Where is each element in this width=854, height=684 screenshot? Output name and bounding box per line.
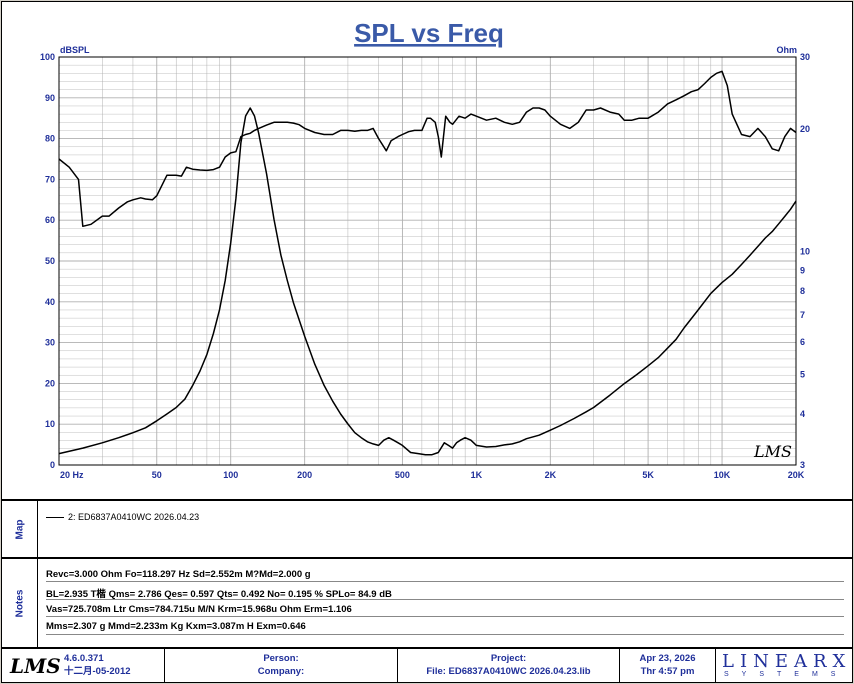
divider (2, 557, 852, 559)
linearx-sub: SYSTEMS (724, 671, 849, 678)
footer-version-cell: LMS 4.6.0.371 十二月-05-2012 (2, 649, 165, 682)
legend: 2: ED6837A0410WC 2026.04.23 (46, 512, 199, 522)
right-axis-tick-label: 30 (800, 52, 810, 62)
grid (59, 57, 796, 465)
note-line: Revc=3.000 Ohm Fo=118.297 Hz Sd=2.552m M… (46, 569, 311, 580)
note-rule (46, 599, 844, 600)
note-rule (46, 634, 844, 635)
left-axis-tick-label: 0 (50, 460, 55, 470)
right-axis-tick-label: 10 (800, 247, 810, 257)
x-axis-tick-label: 100 (223, 470, 238, 480)
note-rule (46, 616, 844, 617)
person-label: Person: (263, 653, 299, 664)
x-axis-tick-label: 20K (788, 470, 805, 480)
axis-ticks: 0 10 20 30 40 50 60 70 80 90 100 3 4 5 6 7 8 9 10 20 30 20 Hz… (40, 52, 810, 480)
legend-swatch (46, 516, 64, 518)
right-axis-tick-label: 6 (800, 337, 805, 347)
impedance-curve (58, 107, 797, 456)
note-rule (46, 581, 844, 582)
left-axis-tick-label: 60 (45, 215, 55, 225)
left-axis-unit: dBSPL (60, 45, 90, 55)
note-line: Mms=2.307 g Mmd=2.233m Kg Kxm=3.087m H E… (46, 621, 306, 632)
notes-label: Notes (13, 589, 25, 617)
x-axis-tick-label: 5K (642, 470, 654, 480)
divider (2, 499, 852, 501)
spl-vs-freq-chart: SPL vs Freq 0 10 20 30 40 50 60 70 80 90 100 3 4 5 6 7 8… (40, 18, 810, 480)
right-axis-unit: Ohm (776, 45, 797, 55)
x-axis-tick-label: 20 Hz (60, 470, 84, 480)
linearx-logo: LINEARX SYSTEMS (722, 651, 850, 681)
footer-project-cell: Project: File: ED6837A0410WC 2026.04.23.… (398, 649, 620, 682)
series-layer (58, 70, 797, 456)
build-date-text: 十二月-05-2012 (64, 666, 131, 677)
time-text: Thr 4:57 pm (640, 666, 695, 677)
plot-border (58, 56, 797, 466)
left-axis-tick-label: 20 (45, 378, 55, 388)
right-axis-tick-label: 4 (800, 409, 805, 419)
notes-section-label: Notes (2, 559, 38, 647)
x-axis-tick-label: 500 (395, 470, 410, 480)
spl-curve (58, 70, 797, 228)
right-axis-tick-label: 8 (800, 286, 805, 296)
x-axis-tick-label: 1K (471, 470, 483, 480)
file-label: File: ED6837A0410WC 2026.04.23.lib (426, 666, 591, 677)
chart-title: SPL vs Freq (354, 18, 504, 48)
x-axis-tick-label: 50 (152, 470, 162, 480)
company-label: Company: (257, 666, 305, 677)
linearx-brand: LINEARX (722, 651, 852, 672)
date-text: Apr 23, 2026 (639, 653, 696, 664)
note-line: Vas=725.708m Ltr Cms=784.715u M/N Krm=15… (46, 604, 352, 615)
left-axis-tick-label: 30 (45, 338, 55, 348)
x-axis-tick-label: 2K (545, 470, 557, 480)
left-axis-tick-label: 90 (45, 93, 55, 103)
right-axis-tick-label: 9 (800, 265, 805, 275)
chart-watermark-lms: LMS (753, 442, 792, 461)
version-text: 4.6.0.371 (64, 653, 104, 664)
map-section-label: Map (2, 501, 38, 557)
footer-datetime-cell: Apr 23, 2026 Thr 4:57 pm (620, 649, 716, 682)
right-axis-tick-label: 3 (800, 460, 805, 470)
lms-logo: LMS (10, 654, 61, 678)
left-axis-tick-label: 40 (45, 297, 55, 307)
left-axis-tick-label: 80 (45, 134, 55, 144)
map-label: Map (14, 519, 25, 539)
left-axis-tick-label: 50 (45, 256, 55, 266)
right-axis-tick-label: 7 (800, 310, 805, 320)
right-axis-tick-label: 20 (800, 124, 810, 134)
left-axis-tick-label: 100 (40, 52, 55, 62)
footer-person-cell: Person: Company: (165, 649, 398, 682)
x-axis-tick-label: 10K (714, 470, 731, 480)
right-axis-tick-label: 5 (800, 369, 805, 379)
footer-bar: LMS 4.6.0.371 十二月-05-2012 Person: Compan… (2, 647, 852, 682)
legend-entry: 2: ED6837A0410WC 2026.04.23 (68, 512, 200, 522)
left-axis-tick-label: 10 (45, 419, 55, 429)
left-axis-tick-label: 70 (45, 174, 55, 184)
x-axis-tick-label: 200 (297, 470, 312, 480)
note-line: BL=2.935 T楷 Qms= 2.786 Qes= 0.597 Qts= 0… (46, 589, 392, 600)
project-label: Project: (490, 653, 527, 664)
